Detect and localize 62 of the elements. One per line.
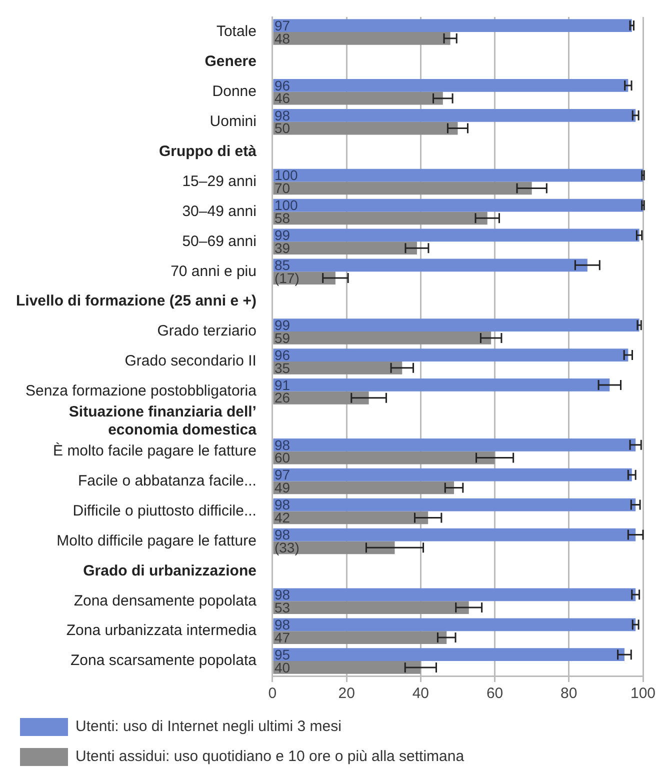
y-tick-label: 50–69 anni bbox=[182, 232, 256, 250]
bar bbox=[273, 212, 488, 225]
x-tick-label: 40 bbox=[412, 685, 430, 702]
bar bbox=[273, 228, 640, 242]
y-tick-label: Zona scarsamente popolata bbox=[70, 652, 258, 670]
y-tick-label: Senza formazione postobbligatoria bbox=[25, 382, 258, 400]
y-tick-label: Molto difficile pagare le fatture bbox=[56, 532, 256, 550]
bar bbox=[273, 348, 628, 362]
bar bbox=[273, 19, 632, 32]
y-tick-label: Zona urbanizzata intermedia bbox=[66, 622, 258, 640]
bar bbox=[273, 528, 636, 542]
x-tick-label: 80 bbox=[560, 685, 578, 702]
legend-label: Utenti assidui: uso quotidiano e 10 ore o più alla settimana bbox=[76, 748, 465, 766]
bar bbox=[273, 198, 643, 212]
y-tick-label: 15–29 anni bbox=[182, 172, 256, 190]
bar bbox=[273, 242, 417, 255]
bar bbox=[273, 361, 402, 374]
y-tick-label: Genere bbox=[204, 53, 256, 70]
y-tick-label: Donne bbox=[212, 83, 256, 100]
bar bbox=[273, 391, 369, 404]
y-tick-label: 30–49 anni bbox=[182, 202, 256, 220]
y-tick-label: Situazione finanziaria dell’ economia domestica bbox=[68, 404, 258, 439]
bar bbox=[273, 332, 492, 344]
y-tick-label: Livello di formazione (25 anni e +) bbox=[16, 292, 256, 310]
y-tick-label: Grado secondario II bbox=[124, 352, 256, 370]
y-tick-label: Zona densamente popolata bbox=[74, 592, 258, 610]
bar bbox=[273, 588, 636, 602]
bar bbox=[273, 378, 610, 392]
y-tick-label: Grado di urbanizzazione bbox=[83, 562, 256, 580]
bar bbox=[273, 79, 628, 92]
x-tick-label: 20 bbox=[338, 685, 355, 702]
x-tick-label: 60 bbox=[486, 685, 504, 702]
bar bbox=[273, 631, 447, 644]
bar bbox=[273, 498, 636, 512]
bar bbox=[273, 661, 421, 674]
bar bbox=[273, 108, 636, 122]
bar bbox=[273, 618, 636, 632]
y-tick-label: Difficile o piuttosto difficile... bbox=[72, 502, 256, 520]
bar bbox=[273, 318, 640, 332]
bar bbox=[273, 438, 636, 452]
bar bbox=[273, 168, 643, 182]
bar bbox=[273, 511, 428, 524]
x-tick-label: 100 bbox=[630, 685, 656, 702]
bar bbox=[273, 468, 632, 482]
y-tick-label: Facile o abbatanza facile... bbox=[78, 472, 256, 490]
bar bbox=[273, 92, 443, 105]
bar bbox=[273, 481, 454, 494]
bar bbox=[273, 451, 495, 464]
y-tick-label: 70 anni e piu bbox=[170, 262, 256, 280]
y-tick-label: È molto facile pagare le fatture bbox=[53, 441, 256, 460]
bar bbox=[273, 122, 458, 135]
y-tick-label: Grado terziario bbox=[157, 322, 256, 340]
bar bbox=[273, 258, 588, 272]
y-tick-label: Uomini bbox=[210, 112, 256, 130]
bar bbox=[273, 32, 450, 45]
y-tick-label: Gruppo di età bbox=[158, 142, 258, 160]
y-tick-label: Totale bbox=[216, 23, 256, 40]
legend-label: Utenti: uso di Internet negli ultimi 3 mesi bbox=[76, 718, 342, 736]
bar bbox=[273, 601, 469, 614]
bar bbox=[273, 648, 624, 662]
bar bbox=[273, 182, 532, 195]
x-tick-label: 0 bbox=[268, 685, 277, 702]
